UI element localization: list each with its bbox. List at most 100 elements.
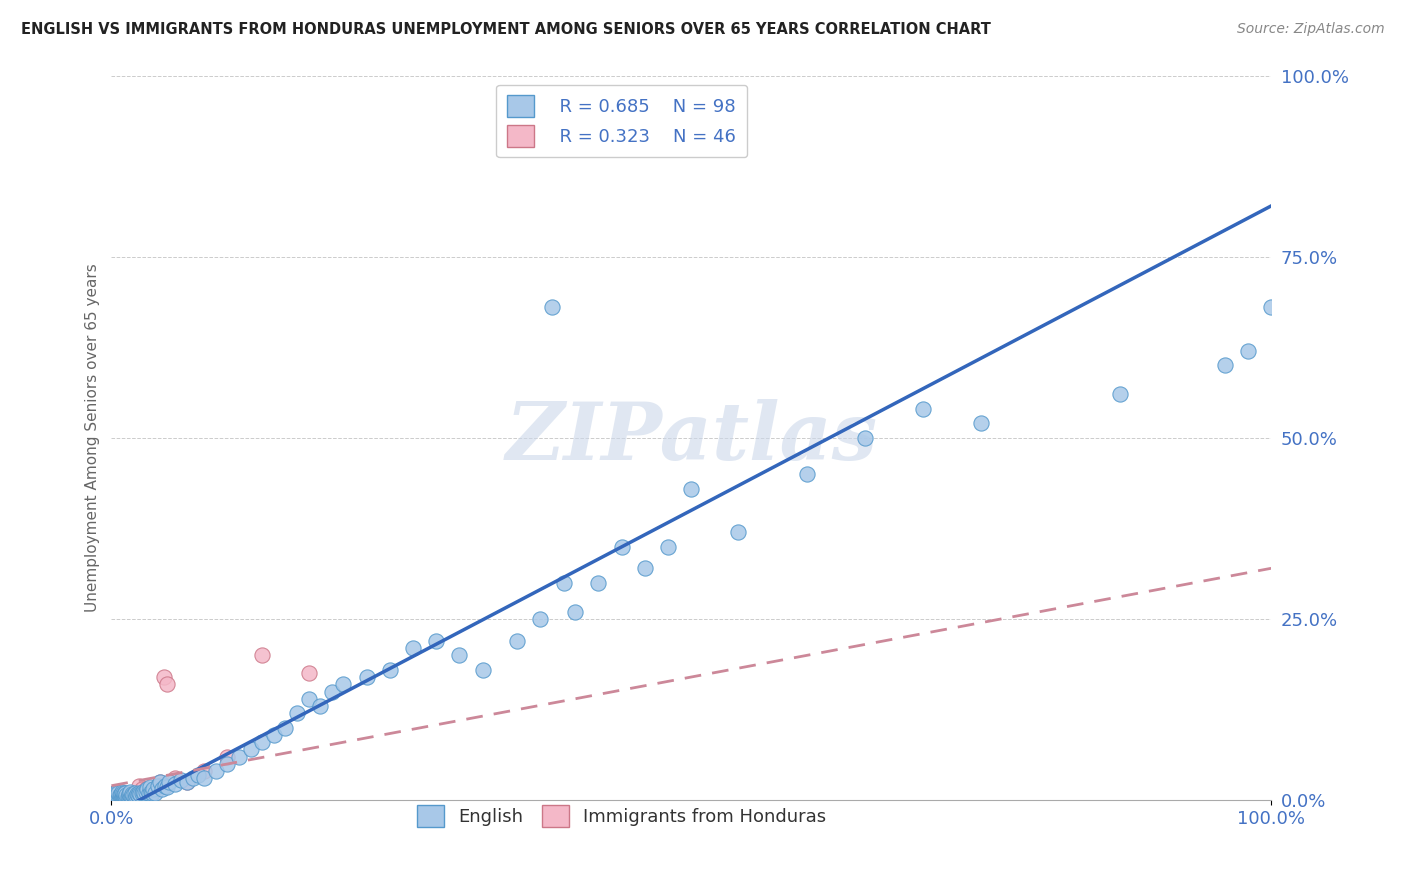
Point: [449, 648, 471, 663]
Point: [135, 782, 157, 797]
Point: [111, 789, 134, 804]
Point: [132, 786, 155, 800]
Point: [170, 772, 193, 787]
Point: [107, 790, 129, 805]
Point: [156, 677, 179, 691]
Point: [125, 788, 148, 802]
Point: [297, 666, 319, 681]
Point: [228, 749, 250, 764]
Point: [356, 670, 378, 684]
Point: [796, 467, 818, 482]
Point: [118, 790, 141, 805]
Point: [853, 431, 876, 445]
Point: [634, 561, 657, 575]
Point: [121, 786, 143, 800]
Point: [912, 401, 935, 416]
Point: [112, 790, 135, 805]
Point: [108, 788, 131, 802]
Point: [110, 790, 132, 805]
Point: [152, 670, 174, 684]
Point: [129, 788, 152, 802]
Point: [120, 789, 142, 804]
Point: [727, 525, 749, 540]
Point: [1213, 359, 1236, 373]
Point: [152, 782, 174, 797]
Point: [114, 786, 136, 800]
Point: [156, 780, 179, 794]
Point: [114, 789, 136, 804]
Point: [118, 789, 141, 803]
Point: [115, 788, 138, 802]
Point: [115, 791, 138, 805]
Point: [128, 786, 150, 800]
Point: [111, 785, 134, 799]
Point: [125, 788, 148, 802]
Point: [120, 789, 142, 803]
Text: ZIPatlas: ZIPatlas: [505, 399, 877, 476]
Point: [111, 786, 134, 800]
Point: [193, 772, 215, 786]
Text: ENGLISH VS IMMIGRANTS FROM HONDURAS UNEMPLOYMENT AMONG SENIORS OVER 65 YEARS COR: ENGLISH VS IMMIGRANTS FROM HONDURAS UNEM…: [21, 22, 991, 37]
Point: [115, 788, 138, 802]
Point: [115, 791, 138, 805]
Point: [402, 640, 425, 655]
Point: [107, 787, 129, 801]
Point: [118, 788, 141, 802]
Point: [132, 786, 155, 800]
Point: [332, 677, 354, 691]
Point: [103, 786, 125, 800]
Point: [105, 784, 128, 798]
Point: [149, 775, 172, 789]
Point: [112, 788, 135, 802]
Point: [187, 768, 209, 782]
Point: [111, 789, 134, 803]
Point: [506, 633, 529, 648]
Point: [285, 706, 308, 721]
Point: [176, 775, 198, 789]
Point: [124, 789, 146, 804]
Point: [118, 787, 141, 801]
Point: [149, 775, 172, 789]
Point: [110, 788, 132, 802]
Point: [145, 786, 167, 800]
Point: [121, 788, 143, 802]
Point: [142, 782, 165, 797]
Point: [250, 735, 273, 749]
Point: [124, 786, 146, 800]
Point: [125, 789, 148, 803]
Point: [541, 301, 564, 315]
Point: [1260, 301, 1282, 315]
Point: [105, 788, 128, 802]
Point: [128, 779, 150, 793]
Point: [141, 786, 163, 800]
Point: [610, 540, 633, 554]
Point: [132, 784, 155, 798]
Point: [309, 698, 332, 713]
Point: [165, 772, 187, 786]
Point: [217, 756, 239, 771]
Point: [110, 790, 132, 805]
Point: [681, 482, 703, 496]
Point: [138, 786, 160, 800]
Point: [250, 648, 273, 663]
Point: [112, 788, 135, 802]
Point: [425, 633, 447, 648]
Point: [124, 789, 146, 804]
Point: [193, 764, 215, 779]
Point: [111, 791, 134, 805]
Point: [118, 790, 141, 805]
Point: [553, 575, 575, 590]
Point: [471, 663, 494, 677]
Point: [127, 788, 149, 802]
Point: [141, 786, 163, 800]
Point: [107, 789, 129, 804]
Point: [135, 784, 157, 798]
Point: [122, 788, 145, 802]
Point: [165, 777, 187, 791]
Point: [1237, 343, 1260, 358]
Point: [588, 575, 610, 590]
Point: [274, 721, 297, 735]
Point: [139, 784, 162, 798]
Point: [217, 749, 239, 764]
Point: [564, 605, 586, 619]
